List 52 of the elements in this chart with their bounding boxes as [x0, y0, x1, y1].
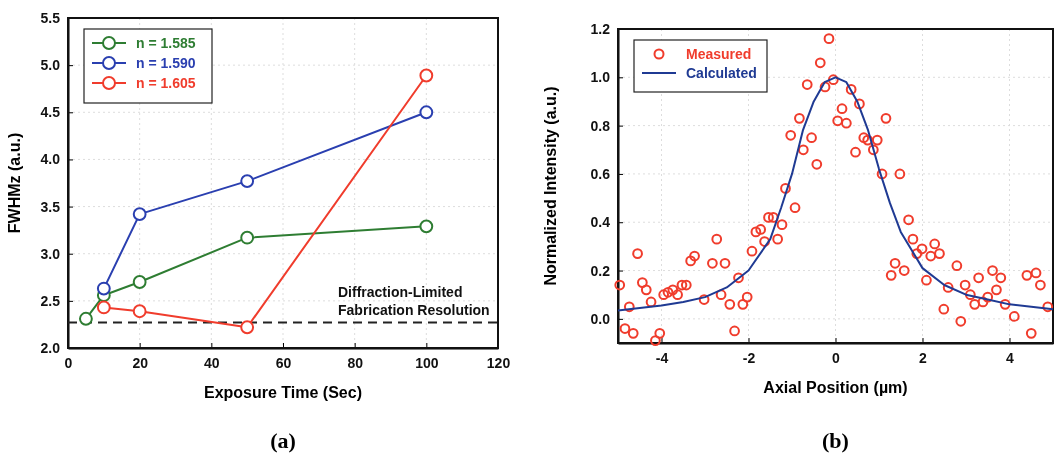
point: [419, 105, 434, 120]
y-tick-label: 0.8: [590, 117, 611, 134]
x-tick-label: -2: [742, 349, 756, 366]
y-tick-label: 0.6: [590, 165, 611, 182]
y-tick-label: 0.4: [590, 214, 611, 231]
point: [240, 230, 255, 245]
x-tick-label: 2: [919, 349, 928, 366]
y-tick-label: 1.0: [590, 69, 611, 86]
y-tick-label: 4.0: [40, 151, 61, 168]
legend-label: n = 1.605: [136, 75, 196, 91]
y-tick-label: 2.0: [40, 339, 61, 356]
y-tick-label: 1.2: [590, 20, 611, 37]
x-axis-title: Exposure Time (Sec): [204, 384, 362, 401]
x-axis-title: Axial Position (µm): [763, 379, 908, 396]
line-series: [617, 76, 1054, 312]
text: (a): [270, 428, 296, 453]
x-tick-label: 100: [415, 354, 439, 371]
legend-label: n = 1.590: [136, 55, 196, 71]
point: [96, 300, 111, 315]
x-tick-label: 60: [275, 354, 292, 371]
point: [132, 304, 147, 319]
y-tick-label: 0.2: [590, 262, 611, 279]
point: [419, 219, 434, 234]
legend-label: n = 1.585: [136, 35, 196, 51]
x-tick-label: 4: [1006, 349, 1015, 366]
y-tick-label: 5.0: [40, 57, 61, 74]
y-tick-label: 0.0: [590, 310, 611, 327]
point: [132, 275, 147, 289]
point: [240, 320, 255, 335]
x-tick-label: 40: [204, 354, 220, 371]
y-axis-title: Normalized Intensity (a.u.): [542, 86, 559, 286]
x-tick-label: 20: [132, 354, 149, 371]
x-tick-label: 80: [347, 354, 364, 371]
ref-line-label: Diffraction-Limited Fabrication Resolution: [338, 283, 490, 318]
y-tick-label: 5.5: [40, 9, 61, 26]
x-tick-label: 0: [832, 349, 841, 366]
legend-label: Calculated: [686, 65, 757, 81]
text: (b): [822, 428, 849, 453]
point: [419, 68, 434, 83]
y-tick-label: 4.5: [40, 104, 61, 121]
y-tick-label: 3.0: [40, 245, 61, 262]
legend-label: Measured: [686, 46, 752, 62]
y-tick-label: 2.5: [40, 292, 61, 309]
y-axis-title: FWHMz (a.u.): [6, 132, 23, 234]
point: [240, 174, 255, 189]
x-tick-label: 0: [64, 354, 73, 371]
point: [79, 311, 93, 326]
point: [96, 281, 111, 296]
x-tick-label: 120: [486, 354, 511, 371]
y-tick-label: 3.5: [40, 198, 61, 215]
x-tick-label: -4: [655, 349, 669, 366]
point: [132, 207, 147, 222]
